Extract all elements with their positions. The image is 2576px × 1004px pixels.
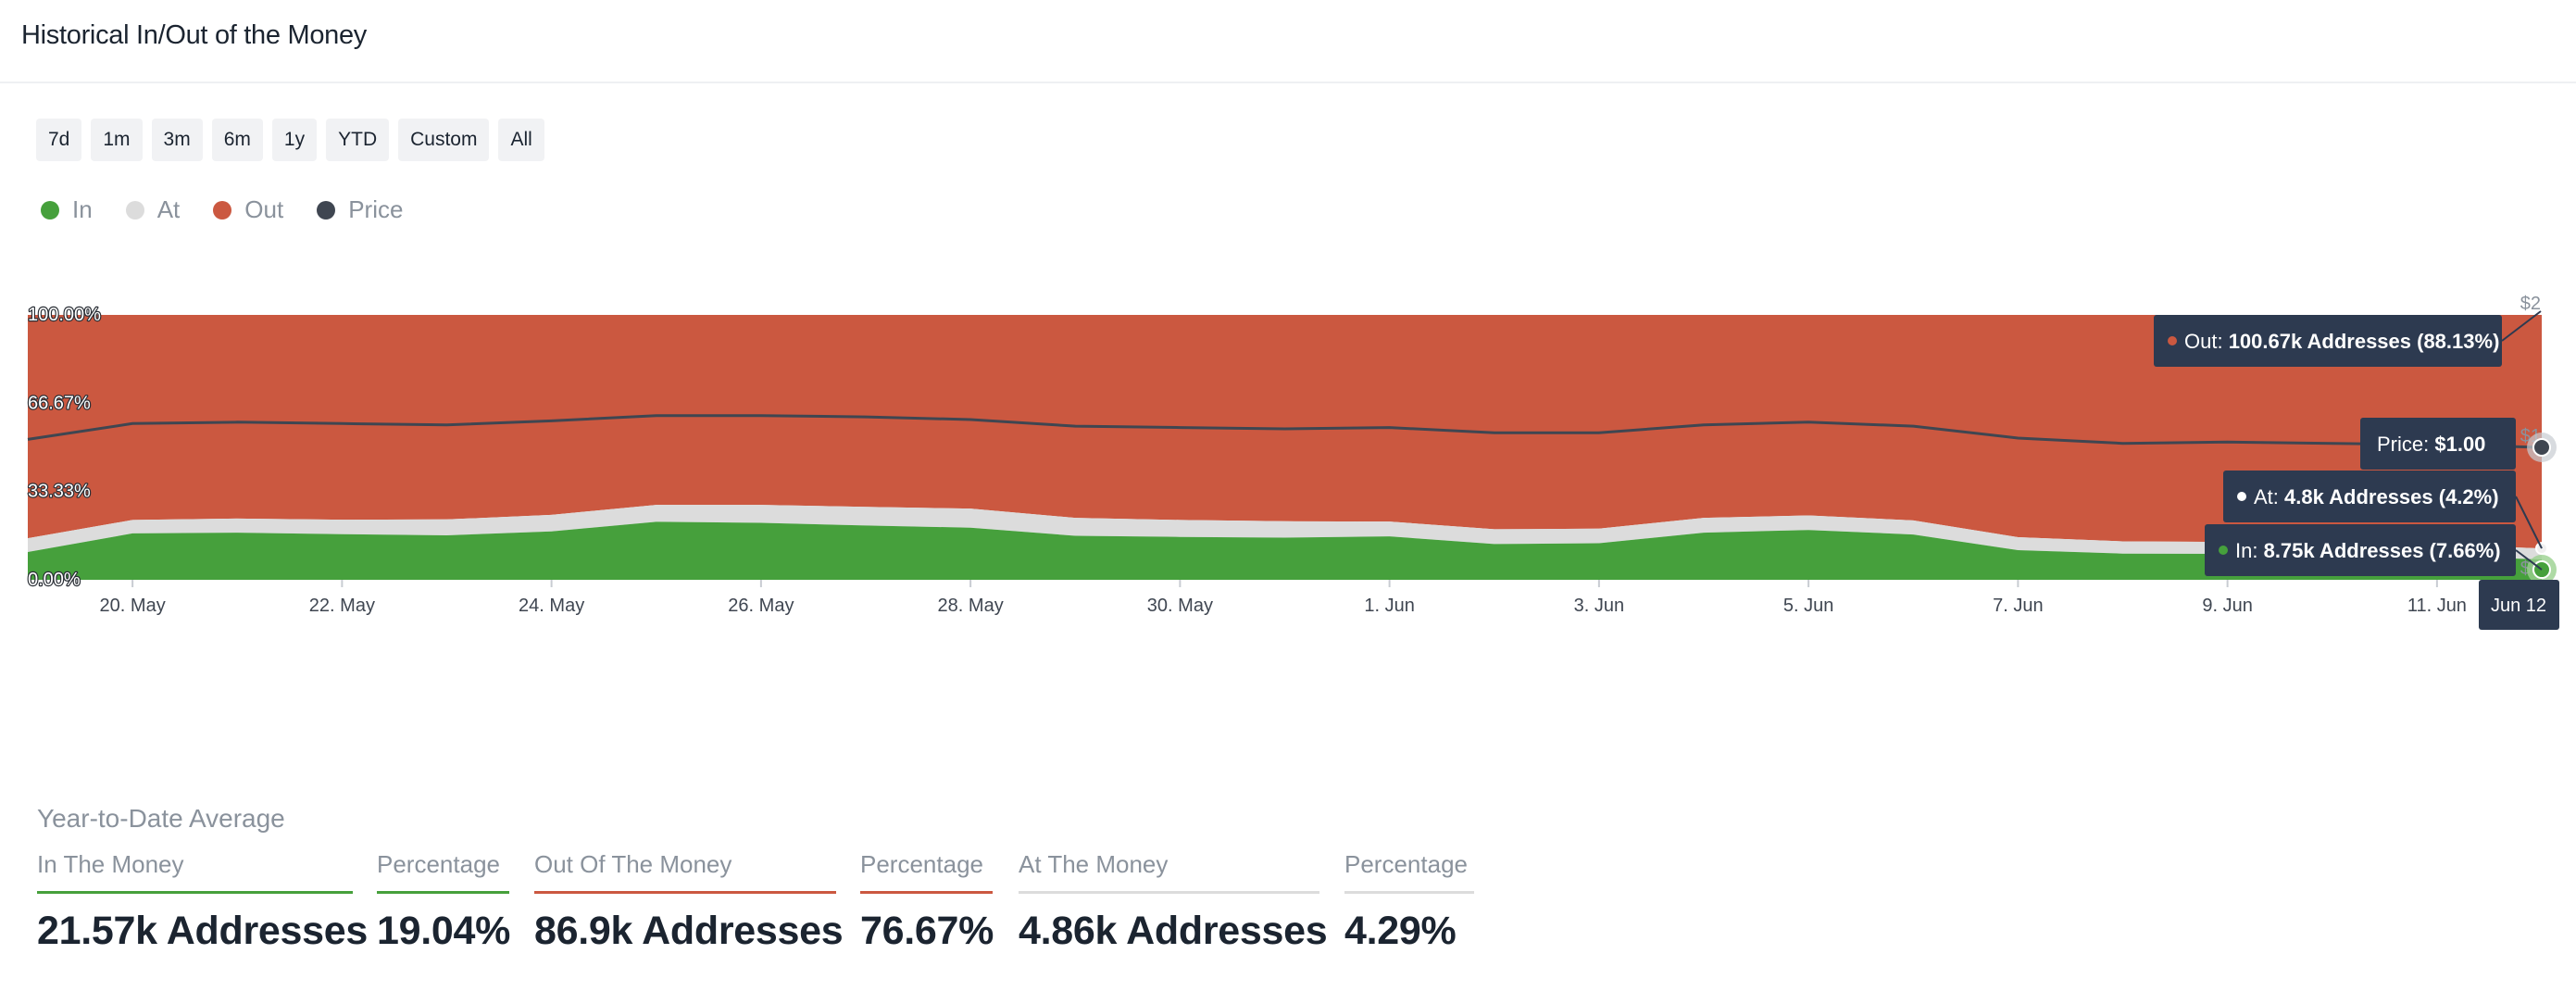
stat-rule: [37, 891, 353, 894]
price-line: [27, 414, 2543, 449]
legend-dot-at-icon: [125, 200, 144, 220]
legend-dot-out-icon: [213, 200, 232, 220]
chart-legend: In At Out Price: [41, 195, 403, 224]
y-tick-label-left: 100.00%: [28, 305, 101, 325]
range-3m-button[interactable]: 3m: [151, 119, 203, 161]
legend-label-in: In: [72, 195, 93, 223]
range-ytd-button[interactable]: YTD: [326, 119, 390, 161]
y-tick-label-left: 66.67%: [28, 393, 91, 413]
stat-value: 19.04%: [377, 909, 511, 953]
tooltip-dot-icon: [2168, 336, 2177, 345]
tooltip-at: At: 4.8k Addresses (4.2%): [2223, 471, 2543, 549]
stat-label: Out Of The Money: [534, 850, 732, 878]
stat-value: 21.57k Addresses: [37, 909, 368, 953]
range-6m-button[interactable]: 6m: [211, 119, 263, 161]
y-tick-label-right: $2: [2520, 294, 2541, 314]
range-1m-button[interactable]: 1m: [91, 119, 143, 161]
tooltip-in: In: 8.75k Addresses (7.66%): [2205, 524, 2543, 576]
legend-dot-in-icon: [41, 200, 59, 220]
tooltip-box: [2223, 471, 2516, 522]
stat-in-percentage: Percentage 19.04%: [377, 850, 511, 954]
legend-label-price: Price: [348, 195, 404, 223]
stat-rule: [1019, 891, 1319, 894]
x-tick-label: 9. Jun: [2202, 596, 2252, 616]
stat-value: 86.9k Addresses: [534, 909, 844, 953]
x-tick-label: 11. Jun: [2407, 596, 2467, 616]
x-tick-label: 26. May: [728, 596, 794, 616]
stat-label: Percentage: [860, 850, 983, 878]
tooltip-box: [2360, 418, 2516, 470]
stat-label: Percentage: [377, 850, 500, 878]
stat-rule: [534, 891, 836, 894]
x-tick-label: 20. May: [100, 596, 166, 616]
header: Historical In/Out of the Money: [0, 0, 2576, 83]
legend-item-price[interactable]: Price: [317, 195, 403, 224]
stat-rule: [1344, 891, 1474, 894]
in-area: [28, 521, 2542, 580]
legend-label-at: At: [156, 195, 181, 223]
date-label-box: [2479, 580, 2559, 630]
stat-at-the-money: At The Money 4.86k Addresses: [1019, 850, 1328, 954]
tooltip-connector: [2515, 496, 2543, 549]
stats-title: Year-to-Date Average: [37, 804, 285, 833]
page-title: Historical In/Out of the Money: [21, 20, 367, 50]
stat-label: In The Money: [37, 850, 184, 878]
tooltip-text: At: 4.8k Addresses (4.2%): [2254, 485, 2499, 508]
range-custom-button[interactable]: Custom: [398, 119, 490, 161]
range-7d-button[interactable]: 7d: [36, 119, 82, 161]
at-area: [28, 505, 2542, 560]
range-1y-button[interactable]: 1y: [271, 119, 318, 161]
stat-value: 4.86k Addresses: [1019, 909, 1328, 953]
tooltip-text: Price: $1.00: [2377, 433, 2485, 456]
tooltip-text: In: 8.75k Addresses (7.66%): [2235, 539, 2501, 562]
tooltip-box: [2205, 524, 2516, 576]
tooltip-connector: [2515, 549, 2543, 571]
ytd-average-stats: Year-to-Date Average In The Money 21.57k…: [37, 804, 1474, 953]
x-tick-label: 1. Jun: [1364, 596, 1414, 616]
y-tick-label-left: 0.00%: [28, 570, 81, 590]
tooltip-dot-icon: [2237, 492, 2246, 501]
legend-label-out: Out: [244, 195, 284, 223]
x-tick-label: 7. Jun: [1993, 596, 2043, 616]
stat-in-the-money: In The Money 21.57k Addresses: [37, 850, 368, 954]
tooltip-connector: [2501, 310, 2542, 342]
tooltip-box: [2154, 315, 2502, 367]
x-tick-label: 24. May: [519, 596, 584, 616]
in-out-money-chart[interactable]: 100.00%66.67%33.33%0.00%$2$1$020. May22.…: [0, 278, 2576, 648]
legend-item-in[interactable]: In: [41, 195, 93, 224]
stat-out-of-the-money: Out Of The Money 86.9k Addresses: [534, 850, 844, 954]
out-area: [28, 315, 2542, 549]
stat-out-percentage: Percentage 76.67%: [860, 850, 994, 954]
price-hover-marker: [2532, 438, 2551, 457]
tooltip-out: Out: 100.67k Addresses (88.13%): [2154, 310, 2542, 367]
date-label-text: Jun 12: [2491, 596, 2546, 616]
tooltip-text: Out: 100.67k Addresses (88.13%): [2184, 330, 2499, 353]
legend-dot-price-icon: [317, 200, 336, 220]
legend-item-out[interactable]: Out: [213, 195, 283, 224]
x-tick-label: 28. May: [938, 596, 1004, 616]
stat-value: 76.67%: [860, 909, 994, 953]
tooltip-price: Price: $1.00: [2360, 418, 2516, 470]
tooltip-dot-icon: [2219, 546, 2228, 555]
y-tick-label-left: 33.33%: [28, 482, 91, 502]
at-hover-marker: [2535, 542, 2548, 556]
stat-label: Percentage: [1344, 850, 1468, 878]
x-tick-label: 5. Jun: [1783, 596, 1833, 616]
range-selector: 7d 1m 3m 6m 1y YTD Custom All: [36, 119, 544, 161]
x-tick-label: 3. Jun: [1574, 596, 1624, 616]
x-tick-label: 22. May: [309, 596, 375, 616]
x-tick-label: 30. May: [1147, 596, 1213, 616]
stat-rule: [860, 891, 993, 894]
legend-item-at[interactable]: At: [125, 195, 181, 224]
stat-value: 4.29%: [1344, 909, 1457, 953]
stat-at-percentage: Percentage 4.29%: [1344, 850, 1474, 954]
stat-label: At The Money: [1019, 850, 1169, 878]
range-all-button[interactable]: All: [498, 119, 544, 161]
stat-rule: [377, 891, 509, 894]
